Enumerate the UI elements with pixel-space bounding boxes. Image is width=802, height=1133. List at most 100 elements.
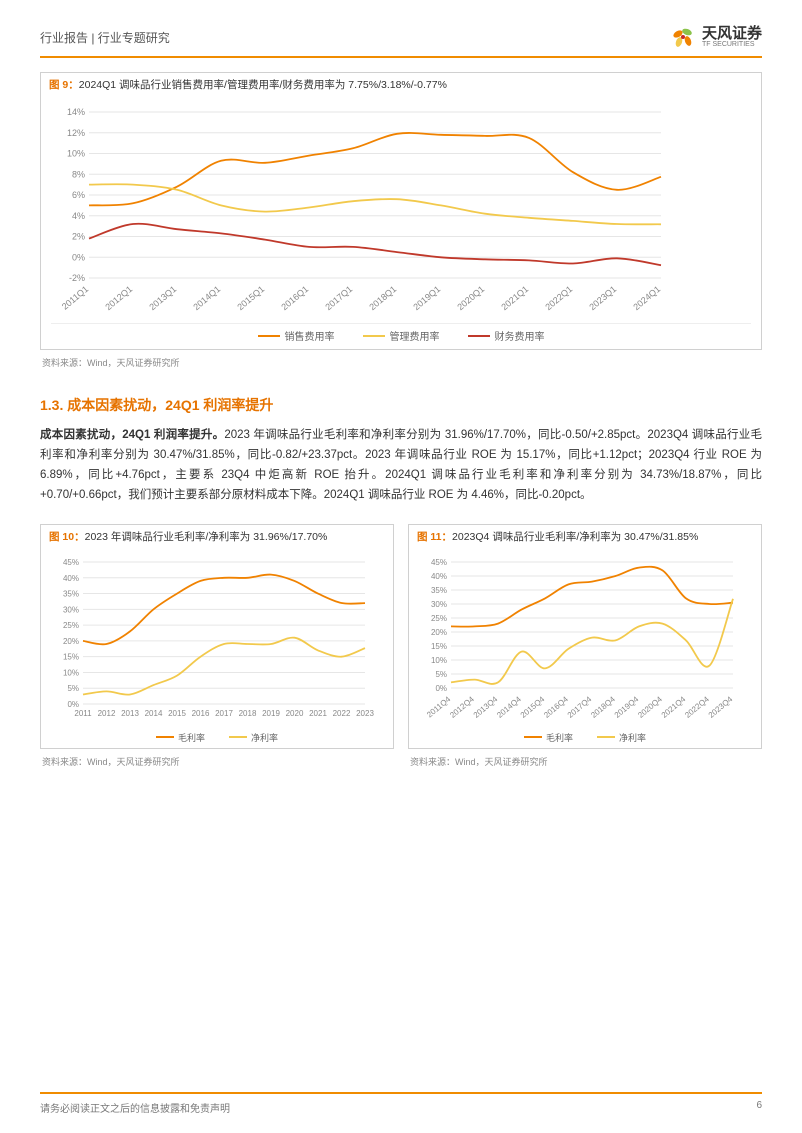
- brand-name: 天风证券: [702, 26, 762, 41]
- fig10-title-bar: 图 10：2023 年调味品行业毛利率/净利率为 31.96%/17.70%: [40, 524, 394, 548]
- svg-text:2022: 2022: [333, 709, 351, 718]
- svg-text:45%: 45%: [431, 558, 447, 567]
- svg-text:2012Q1: 2012Q1: [103, 284, 134, 312]
- svg-text:2019Q4: 2019Q4: [613, 694, 641, 720]
- svg-text:0%: 0%: [67, 700, 79, 709]
- fig11-card: 0%5%10%15%20%25%30%35%40%45%2011Q42012Q4…: [408, 548, 762, 749]
- svg-text:0%: 0%: [435, 684, 447, 693]
- page-header: 行业报告 | 行业专题研究 天风证券 TF SECURITIES: [40, 24, 762, 58]
- section-body: 成本因素扰动，24Q1 利润率提升。2023 年调味品行业毛利率和净利率分别为 …: [40, 425, 762, 506]
- svg-text:10%: 10%: [63, 668, 79, 677]
- svg-text:2019: 2019: [262, 709, 280, 718]
- svg-text:2016Q4: 2016Q4: [542, 694, 570, 720]
- svg-text:15%: 15%: [431, 642, 447, 651]
- fig10-prefix: 图 10：: [49, 531, 85, 543]
- svg-text:10%: 10%: [67, 149, 85, 159]
- svg-text:2013Q1: 2013Q1: [147, 284, 178, 312]
- legend-item: 净利率: [597, 731, 646, 744]
- svg-text:2018: 2018: [239, 709, 257, 718]
- svg-text:10%: 10%: [431, 656, 447, 665]
- fig10-title: 2023 年调味品行业毛利率/净利率为 31.96%/17.70%: [85, 531, 328, 543]
- svg-text:0%: 0%: [72, 252, 85, 262]
- fig11-prefix: 图 11：: [417, 531, 452, 543]
- fig9-prefix: 图 9：: [49, 79, 79, 91]
- svg-text:25%: 25%: [431, 614, 447, 623]
- svg-text:2014Q4: 2014Q4: [495, 694, 523, 720]
- legend-item: 毛利率: [524, 731, 573, 744]
- svg-text:12%: 12%: [67, 128, 85, 138]
- svg-text:2%: 2%: [72, 232, 85, 242]
- svg-text:4%: 4%: [72, 211, 85, 221]
- page-number: 6: [756, 1100, 762, 1115]
- svg-text:40%: 40%: [431, 572, 447, 581]
- section-heading: 1.3. 成本因素扰动，24Q1 利润率提升: [40, 395, 762, 415]
- svg-text:2012Q4: 2012Q4: [448, 694, 476, 720]
- svg-text:45%: 45%: [63, 558, 79, 567]
- brand-logo: 天风证券 TF SECURITIES: [670, 24, 762, 50]
- fig9-source: 资料来源：Wind，天风证券研究所: [40, 356, 762, 381]
- fig9-chart: -2%0%2%4%6%8%10%12%14%2011Q12012Q12013Q1…: [51, 104, 671, 314]
- svg-text:15%: 15%: [63, 652, 79, 661]
- svg-text:2016Q1: 2016Q1: [279, 284, 310, 312]
- svg-text:25%: 25%: [63, 621, 79, 630]
- svg-text:30%: 30%: [431, 600, 447, 609]
- svg-text:14%: 14%: [67, 107, 85, 117]
- svg-text:2022Q1: 2022Q1: [543, 284, 574, 312]
- fig10-chart: 0%5%10%15%20%25%30%35%40%45%201120122013…: [45, 554, 375, 724]
- svg-text:2023Q4: 2023Q4: [707, 694, 735, 720]
- svg-text:20%: 20%: [63, 636, 79, 645]
- brand-sub: TF SECURITIES: [702, 41, 762, 48]
- svg-text:5%: 5%: [435, 670, 447, 679]
- fig11-legend: 毛利率 净利率: [413, 729, 757, 746]
- svg-text:40%: 40%: [63, 573, 79, 582]
- svg-text:2014: 2014: [145, 709, 163, 718]
- fig9-title-bar: 图 9：2024Q1 调味品行业销售费用率/管理费用率/财务费用率为 7.75%…: [40, 72, 762, 96]
- svg-text:35%: 35%: [63, 589, 79, 598]
- svg-text:2016: 2016: [192, 709, 210, 718]
- svg-text:2020Q1: 2020Q1: [455, 284, 486, 312]
- svg-text:2013Q4: 2013Q4: [472, 694, 500, 720]
- svg-text:2018Q4: 2018Q4: [589, 694, 617, 720]
- svg-text:2021Q1: 2021Q1: [499, 284, 530, 312]
- breadcrumb: 行业报告 | 行业专题研究: [40, 29, 170, 46]
- svg-text:2023Q1: 2023Q1: [587, 284, 618, 312]
- fig11-source: 资料来源：Wind，天风证券研究所: [408, 755, 762, 780]
- logo-flower-icon: [670, 24, 696, 50]
- fig9-title: 2024Q1 调味品行业销售费用率/管理费用率/财务费用率为 7.75%/3.1…: [79, 79, 447, 91]
- svg-text:2011: 2011: [74, 709, 92, 718]
- svg-text:2021Q4: 2021Q4: [660, 694, 688, 720]
- svg-text:2015Q4: 2015Q4: [519, 694, 547, 720]
- svg-text:2023: 2023: [356, 709, 374, 718]
- fig9-legend: 销售费用率 管理费用率 财务费用率: [51, 323, 751, 345]
- legend-item: 净利率: [229, 731, 278, 744]
- page-footer: 请务必阅读正文之后的信息披露和免责声明 6: [40, 1092, 762, 1115]
- svg-text:30%: 30%: [63, 605, 79, 614]
- footer-disclaimer: 请务必阅读正文之后的信息披露和免责声明: [40, 1100, 230, 1115]
- svg-text:2011Q4: 2011Q4: [425, 694, 453, 719]
- svg-text:2018Q1: 2018Q1: [367, 284, 398, 312]
- svg-text:2024Q1: 2024Q1: [631, 284, 662, 312]
- fig10-legend: 毛利率 净利率: [45, 729, 389, 746]
- fig11-title-bar: 图 11：2023Q4 调味品行业毛利率/净利率为 30.47%/31.85%: [408, 524, 762, 548]
- legend-item: 管理费用率: [363, 328, 440, 343]
- fig10-card: 0%5%10%15%20%25%30%35%40%45%201120122013…: [40, 548, 394, 749]
- svg-text:20%: 20%: [431, 628, 447, 637]
- fig11-title: 2023Q4 调味品行业毛利率/净利率为 30.47%/31.85%: [452, 531, 698, 543]
- svg-text:2011Q1: 2011Q1: [60, 284, 90, 312]
- svg-text:2013: 2013: [121, 709, 139, 718]
- legend-item: 销售费用率: [258, 328, 335, 343]
- svg-text:2020: 2020: [286, 709, 304, 718]
- svg-text:2015Q1: 2015Q1: [235, 284, 266, 312]
- svg-text:2015: 2015: [168, 709, 186, 718]
- legend-item: 毛利率: [156, 731, 205, 744]
- svg-text:2017: 2017: [215, 709, 233, 718]
- fig10-source: 资料来源：Wind，天风证券研究所: [40, 755, 394, 780]
- fig11-chart: 0%5%10%15%20%25%30%35%40%45%2011Q42012Q4…: [413, 554, 743, 724]
- svg-text:2021: 2021: [309, 709, 327, 718]
- svg-text:2017Q4: 2017Q4: [566, 694, 594, 720]
- svg-text:6%: 6%: [72, 190, 85, 200]
- svg-text:5%: 5%: [67, 684, 79, 693]
- svg-text:2019Q1: 2019Q1: [411, 284, 442, 312]
- svg-text:2020Q4: 2020Q4: [636, 694, 664, 720]
- svg-text:2014Q1: 2014Q1: [191, 284, 222, 312]
